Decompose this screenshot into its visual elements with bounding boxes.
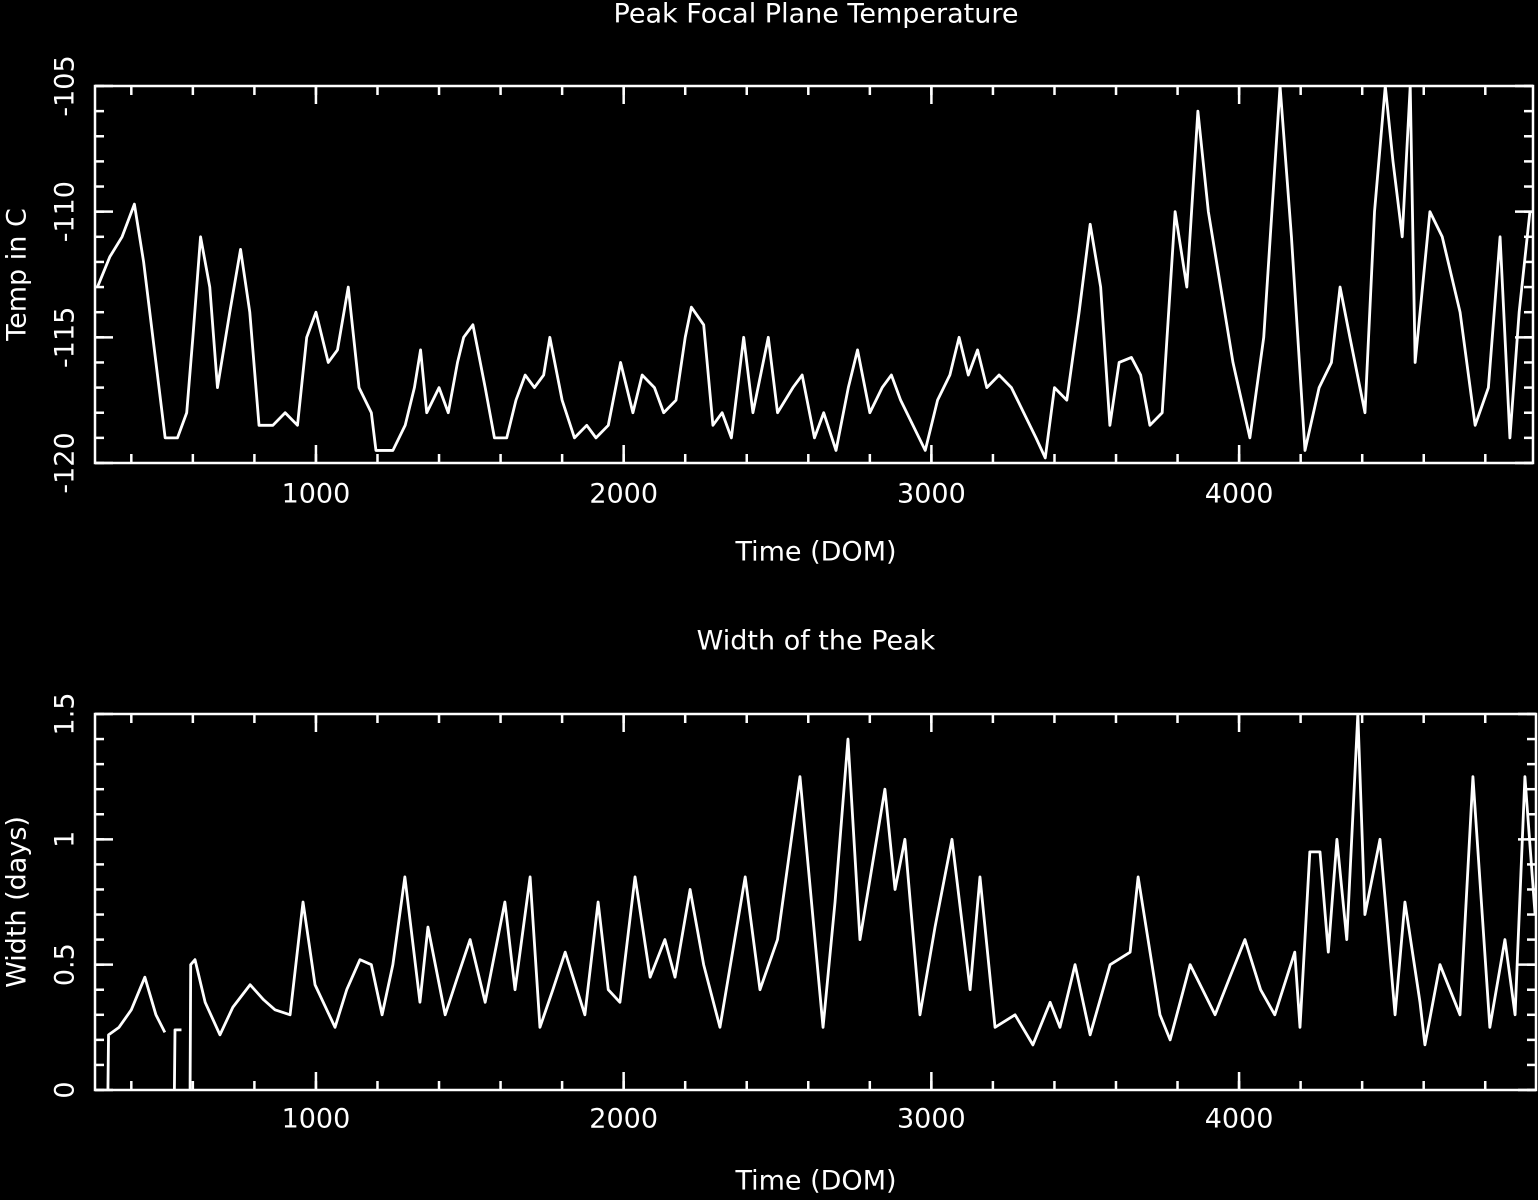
x-axis-label: Time (DOM) bbox=[734, 537, 896, 568]
y-tick-label: 1.5 bbox=[50, 693, 81, 736]
x-axis-label: Time (DOM) bbox=[734, 1166, 896, 1197]
data-line bbox=[96, 86, 1532, 460]
y-tick-label: -120 bbox=[50, 432, 81, 493]
y-axis-label: Temp in C bbox=[2, 208, 33, 342]
y-tick-label: -110 bbox=[50, 181, 81, 242]
y-tick-label: 0.5 bbox=[50, 943, 81, 986]
chart-title: Width of the Peak bbox=[697, 626, 936, 657]
y-tick-label: -105 bbox=[50, 55, 81, 116]
x-tick-label: 3000 bbox=[897, 1104, 966, 1135]
x-tick-label: 3000 bbox=[897, 479, 966, 510]
data-line bbox=[106, 714, 1536, 1090]
x-tick-label: 1000 bbox=[282, 1104, 351, 1135]
y-tick-label: 1 bbox=[50, 831, 81, 848]
x-tick-label: 4000 bbox=[1205, 479, 1274, 510]
y-tick-label: 0 bbox=[50, 1081, 81, 1098]
x-tick-label: 1000 bbox=[282, 479, 351, 510]
x-tick-label: 2000 bbox=[589, 1104, 658, 1135]
x-tick-label: 4000 bbox=[1205, 1104, 1274, 1135]
plot-area bbox=[106, 714, 1536, 1090]
plot-frame bbox=[93, 84, 1535, 465]
y-axis-label: Width (days) bbox=[2, 816, 33, 988]
y-tick-label: -115 bbox=[50, 307, 81, 368]
chart-title: Peak Focal Plane Temperature bbox=[614, 0, 1019, 30]
plot-frame bbox=[93, 712, 1538, 1092]
plot-area bbox=[96, 86, 1532, 460]
x-tick-label: 2000 bbox=[589, 479, 658, 510]
